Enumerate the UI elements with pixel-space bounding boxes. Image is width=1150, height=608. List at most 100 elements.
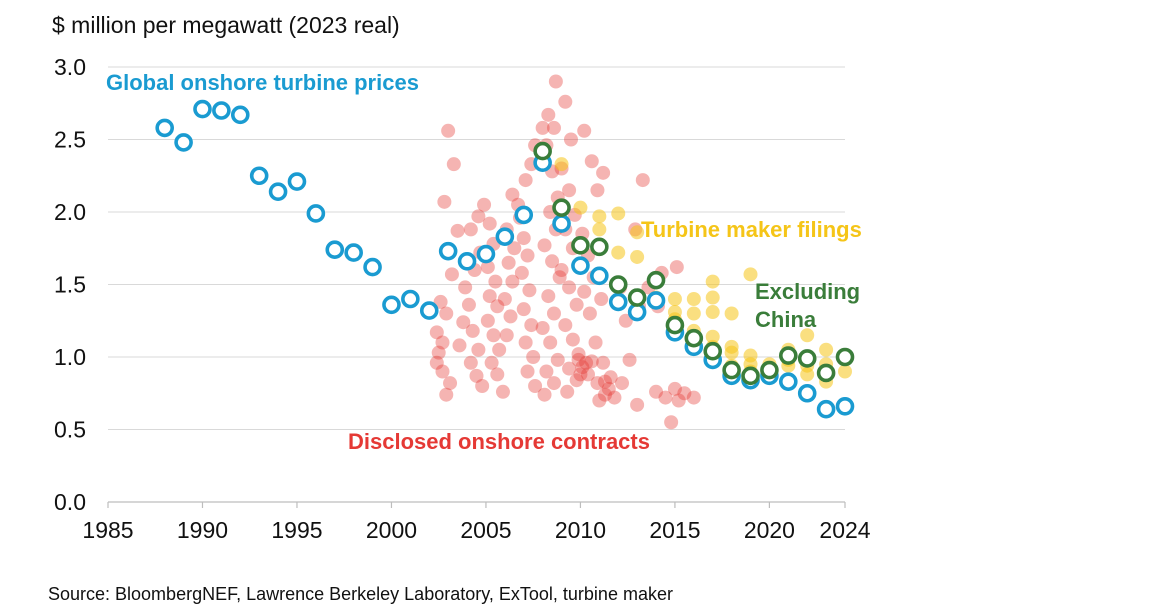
data-point xyxy=(622,352,637,367)
data-point xyxy=(433,294,448,309)
data-point xyxy=(667,381,682,396)
data-point xyxy=(611,245,626,260)
data-point xyxy=(463,222,478,237)
data-point xyxy=(797,383,817,403)
data-point xyxy=(435,364,450,379)
data-point xyxy=(608,275,628,294)
annotation-excluding-china-line2: China xyxy=(755,307,817,332)
data-point xyxy=(573,367,588,382)
data-point xyxy=(580,367,595,382)
data-point xyxy=(441,123,456,138)
data-point xyxy=(722,360,741,380)
data-point xyxy=(618,313,633,328)
data-point xyxy=(627,288,647,307)
data-point xyxy=(592,222,607,237)
data-point xyxy=(584,154,599,169)
data-point xyxy=(492,342,507,357)
data-point xyxy=(429,355,444,370)
data-point xyxy=(505,274,520,289)
data-point xyxy=(743,267,758,282)
data-point xyxy=(603,370,618,385)
data-point xyxy=(537,387,552,402)
data-point xyxy=(552,270,567,285)
data-point xyxy=(480,260,495,275)
data-point xyxy=(760,360,779,380)
annotation-turbine-filings: Turbine maker filings xyxy=(641,217,862,242)
data-point xyxy=(569,373,584,388)
data-point xyxy=(598,387,613,402)
data-point xyxy=(800,328,815,343)
data-point xyxy=(558,318,573,333)
data-point xyxy=(401,289,420,309)
data-point xyxy=(577,123,592,138)
data-point xyxy=(363,257,382,277)
data-point xyxy=(230,105,250,125)
data-point xyxy=(499,328,514,343)
data-point xyxy=(435,335,450,350)
data-point xyxy=(838,364,852,379)
y-tick-label: 1.5 xyxy=(54,272,86,298)
data-point xyxy=(571,236,590,255)
data-point xyxy=(522,283,537,298)
data-point xyxy=(463,355,478,370)
data-point xyxy=(705,290,720,305)
data-point xyxy=(684,328,704,348)
data-point xyxy=(520,364,535,379)
data-point xyxy=(471,209,486,224)
data-point xyxy=(287,172,307,191)
data-point xyxy=(705,274,720,289)
data-point xyxy=(155,118,174,138)
data-point xyxy=(705,305,720,320)
data-point xyxy=(562,361,577,376)
data-point xyxy=(456,315,471,330)
data-point xyxy=(571,256,590,275)
data-point xyxy=(488,274,503,289)
data-point xyxy=(495,384,510,399)
data-point xyxy=(611,206,626,221)
data-point xyxy=(601,381,616,396)
data-point xyxy=(835,396,855,416)
data-point xyxy=(558,94,573,109)
data-point xyxy=(505,187,520,202)
data-point xyxy=(590,237,609,257)
data-point xyxy=(703,341,723,361)
data-point xyxy=(533,141,552,161)
data-point xyxy=(608,292,628,312)
data-point xyxy=(543,335,558,350)
data-point xyxy=(546,120,561,135)
data-point xyxy=(741,366,760,386)
data-point xyxy=(469,368,484,383)
data-point xyxy=(439,306,454,321)
data-point xyxy=(524,318,539,333)
data-point xyxy=(646,291,666,310)
data-point xyxy=(174,133,193,152)
data-point xyxy=(571,347,586,362)
data-point xyxy=(526,350,541,364)
data-point xyxy=(344,243,363,262)
data-point xyxy=(779,346,798,365)
data-point xyxy=(665,315,685,335)
data-point xyxy=(819,342,834,357)
data-point xyxy=(520,248,535,263)
data-point xyxy=(724,345,739,360)
y-tick-label: 0.5 xyxy=(54,417,86,443)
data-point xyxy=(554,263,569,277)
data-point xyxy=(598,374,613,389)
data-point xyxy=(584,354,599,369)
data-point xyxy=(419,301,439,320)
data-point xyxy=(816,399,836,419)
data-point xyxy=(461,297,476,312)
data-point xyxy=(458,280,473,295)
data-point xyxy=(486,328,501,343)
data-point xyxy=(475,379,490,393)
data-point xyxy=(477,197,492,212)
x-tick-label: 2020 xyxy=(744,517,795,543)
source-note: Source: BloombergNEF, Lawrence Berkeley … xyxy=(48,584,673,604)
data-point xyxy=(539,364,554,379)
data-point xyxy=(457,251,477,271)
data-point xyxy=(518,173,533,188)
data-point xyxy=(575,360,590,375)
data-point xyxy=(571,352,586,367)
data-point xyxy=(579,355,594,370)
data-point xyxy=(590,266,609,286)
